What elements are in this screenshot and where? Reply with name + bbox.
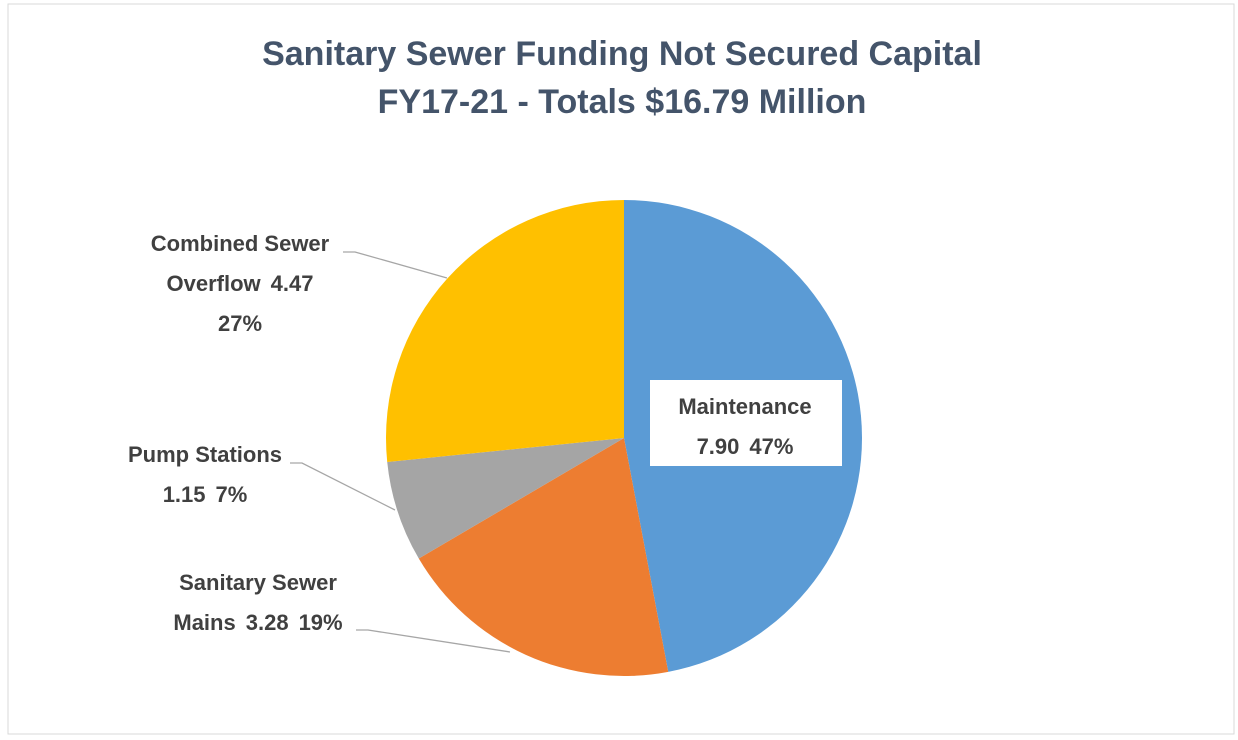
value-label: 3.28: [246, 610, 289, 635]
label-box: [650, 380, 842, 466]
leader-line: [343, 251, 448, 279]
label-line: Combined Sewer: [151, 231, 336, 256]
percent-label: 19%: [299, 610, 343, 635]
label-line: Maintenance: [678, 394, 811, 419]
percent-label: 7%: [216, 482, 248, 507]
label-line: Mains: [173, 610, 235, 635]
slice-label: Sanitary Sewer Mains: [173, 570, 343, 635]
percent-label: 27%: [218, 311, 262, 336]
leader-line: [356, 629, 511, 653]
slice-label: Combined Sewer Overflow: [151, 231, 336, 296]
pie-slice: [386, 200, 624, 462]
value-label: 7.90: [697, 434, 740, 459]
pie-slice: [418, 438, 669, 676]
value-label: 4.47: [271, 271, 314, 296]
value-label: 1.15: [163, 482, 206, 507]
chart-title: Sanitary Sewer Funding Not Secured Capit…: [262, 35, 982, 73]
percent-label: 47%: [749, 434, 793, 459]
label-line: Overflow: [167, 271, 262, 296]
slice-label: Maintenance: [678, 394, 811, 419]
slice-label: Pump Stations: [128, 442, 282, 467]
label-line: Pump Stations: [128, 442, 282, 467]
leader-line: [290, 462, 396, 511]
pie-slice: [387, 438, 624, 559]
label-line: Sanitary Sewer: [179, 570, 343, 595]
chart-subtitle: FY17-21 - Totals $16.79 Million: [378, 83, 867, 121]
